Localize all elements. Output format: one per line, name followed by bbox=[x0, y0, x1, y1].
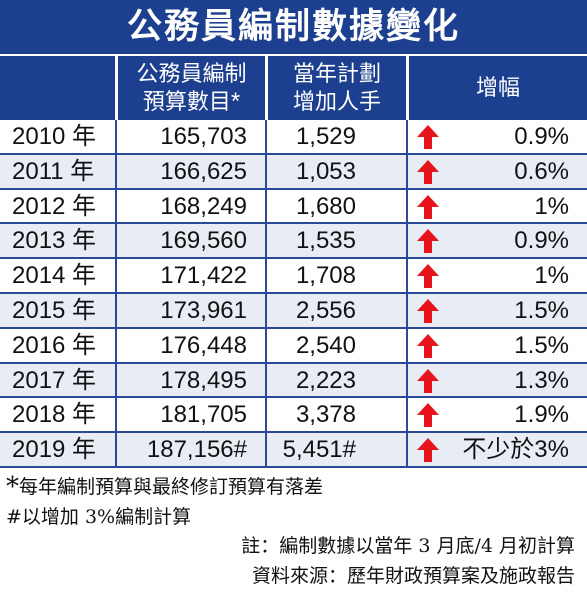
increase-cell: 1% bbox=[406, 259, 587, 292]
header-added-line2: 增加人手 bbox=[292, 89, 381, 114]
increase-value: 1.5% bbox=[514, 331, 569, 359]
table-row: 2019 年 187,156# 5,451# 不少於3% bbox=[0, 433, 587, 468]
up-arrow-icon bbox=[417, 264, 439, 289]
year-cell: 2017 年 bbox=[12, 366, 97, 394]
year-cell: 2018 年 bbox=[12, 401, 97, 429]
budget-cell: 168,249 bbox=[115, 189, 265, 223]
header-added-line1: 當年計劃 bbox=[292, 61, 381, 86]
increase-cell: 不少於3% bbox=[406, 433, 587, 466]
increase-cell: 1.5% bbox=[406, 328, 587, 362]
header-budget: 公務員編制 預算數目* bbox=[115, 56, 265, 120]
year-cell: 2019 年 bbox=[12, 436, 97, 464]
table-row: 2018 年 181,705 3,378 1.9% bbox=[0, 398, 587, 434]
increase-value: 1.5% bbox=[514, 296, 569, 324]
budget-cell: 176,448 bbox=[115, 328, 265, 362]
year-cell: 2013 年 bbox=[12, 227, 97, 255]
year-cell: 2015 年 bbox=[12, 296, 97, 324]
budget-cell: 181,705 bbox=[115, 398, 265, 432]
up-arrow-icon bbox=[417, 403, 439, 428]
increase-cell: 1% bbox=[406, 189, 587, 223]
increase-cell: 1.3% bbox=[406, 363, 587, 397]
added-cell: 1,535 bbox=[265, 224, 406, 258]
increase-value: 1% bbox=[534, 192, 569, 220]
year-cell: 2014 年 bbox=[12, 262, 97, 290]
increase-cell: 0.9% bbox=[406, 224, 587, 258]
year-cell: 2016 年 bbox=[12, 331, 97, 359]
budget-cell: 166,625 bbox=[115, 154, 265, 188]
header-budget-line2: 預算數目 bbox=[142, 89, 231, 114]
header-budget-star: * bbox=[230, 88, 241, 115]
increase-value: 0.9% bbox=[514, 227, 569, 255]
note-star-text: 每年編制預算與最終修訂預算有落差 bbox=[19, 476, 324, 498]
up-arrow-icon bbox=[417, 229, 439, 254]
increase-value: 0.6% bbox=[514, 157, 569, 185]
table-row: 2016 年 176,448 2,540 1.5% bbox=[0, 328, 587, 364]
budget-cell: 178,495 bbox=[115, 363, 265, 397]
increase-value: 1.9% bbox=[514, 401, 569, 429]
note-star-mark: * bbox=[6, 472, 19, 502]
table-row: 2014 年 171,422 1,708 1% bbox=[0, 259, 587, 294]
increase-cell: 0.9% bbox=[406, 120, 587, 153]
added-cell: 2,556 bbox=[265, 293, 406, 327]
up-arrow-icon bbox=[417, 368, 439, 393]
table-row: 2012 年 168,249 1,680 1% bbox=[0, 189, 587, 225]
budget-cell: 173,961 bbox=[115, 293, 265, 327]
year-cell: 2011 年 bbox=[12, 157, 95, 185]
up-arrow-icon bbox=[417, 333, 439, 358]
increase-cell: 1.5% bbox=[406, 293, 587, 327]
added-cell: 1,680 bbox=[265, 189, 406, 223]
increase-value: 0.9% bbox=[514, 123, 569, 150]
added-cell: 1,708 bbox=[265, 259, 406, 292]
header-increase: 增幅 bbox=[406, 56, 587, 120]
budget-cell: 165,703 bbox=[115, 120, 265, 153]
budget-cell: 187,156# bbox=[115, 433, 265, 466]
table-row: 2017 年 178,495 2,223 1.3% bbox=[0, 363, 587, 399]
increase-cell: 1.9% bbox=[406, 398, 587, 432]
budget-cell: 171,422 bbox=[115, 259, 265, 292]
note-source: 資料來源：歷年財政預算案及施政報告 bbox=[251, 565, 575, 587]
up-arrow-icon bbox=[417, 194, 439, 219]
header-budget-line1: 公務員編制 bbox=[136, 61, 247, 86]
up-arrow-icon bbox=[417, 438, 439, 463]
added-cell: 2,223 bbox=[265, 363, 406, 397]
added-cell: 2,540 bbox=[265, 328, 406, 362]
up-arrow-icon bbox=[417, 125, 439, 149]
year-cell: 2012 年 bbox=[12, 192, 97, 220]
year-cell: 2010 年 bbox=[12, 123, 97, 150]
added-cell: 3,378 bbox=[265, 398, 406, 432]
note-star: *每年編制預算與最終修訂預算有落差 bbox=[6, 472, 323, 502]
budget-cell: 169,560 bbox=[115, 224, 265, 258]
added-cell: 1,529 bbox=[265, 120, 406, 153]
increase-value: 1% bbox=[534, 262, 569, 290]
added-cell: 5,451# bbox=[265, 433, 406, 466]
increase-value: 1.3% bbox=[514, 366, 569, 394]
increase-value: 不少於3% bbox=[462, 436, 569, 464]
note-remark: 註：編制數據以當年 3 月底/4 月初計算 bbox=[241, 535, 575, 557]
header-added: 當年計劃 增加人手 bbox=[265, 56, 406, 120]
table-row: 2015 年 173,961 2,556 1.5% bbox=[0, 293, 587, 329]
increase-cell: 0.6% bbox=[406, 154, 587, 188]
table-row: 2011 年 166,625 1,053 0.6% bbox=[0, 154, 587, 190]
up-arrow-icon bbox=[417, 159, 439, 184]
up-arrow-icon bbox=[417, 298, 439, 323]
note-hash: #以增加 3%編制計算 bbox=[6, 506, 192, 528]
table-body: 2010 年 165,703 1,529 0.9% 2011 年 166,625 1,053… bbox=[0, 120, 587, 468]
table-title: 公務員編制數據變化 bbox=[0, 0, 587, 54]
added-cell: 1,053 bbox=[265, 154, 406, 188]
table-row: 2013 年 169,560 1,535 0.9% bbox=[0, 224, 587, 260]
table-row: 2010 年 165,703 1,529 0.9% bbox=[0, 120, 587, 155]
header-year bbox=[0, 56, 115, 120]
